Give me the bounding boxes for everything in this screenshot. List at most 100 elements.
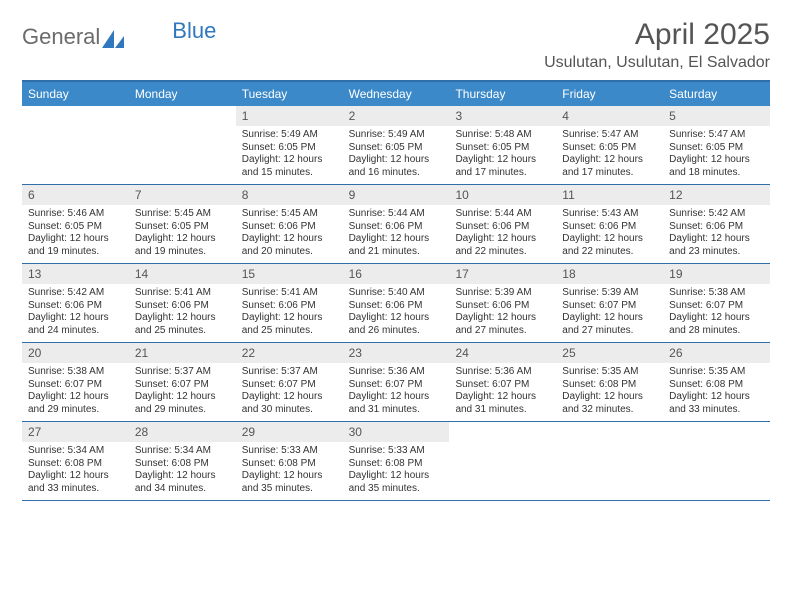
sunset-text: Sunset: 6:06 PM [242,221,337,234]
sunrise-text: Sunrise: 5:47 AM [562,129,657,142]
daylight-text: Daylight: 12 hours and 25 minutes. [242,312,337,337]
day-details: Sunrise: 5:48 AMSunset: 6:05 PMDaylight:… [449,126,556,183]
daylight-text: Daylight: 12 hours and 32 minutes. [562,391,657,416]
day-number: 17 [449,264,556,284]
daylight-text: Daylight: 12 hours and 34 minutes. [135,470,230,495]
day-cell: . [22,106,129,184]
day-details: Sunrise: 5:36 AMSunset: 6:07 PMDaylight:… [343,363,450,420]
day-details: Sunrise: 5:45 AMSunset: 6:05 PMDaylight:… [129,205,236,262]
day-details: Sunrise: 5:49 AMSunset: 6:05 PMDaylight:… [236,126,343,183]
day-cell: 6Sunrise: 5:46 AMSunset: 6:05 PMDaylight… [22,185,129,263]
daylight-text: Daylight: 12 hours and 33 minutes. [669,391,764,416]
day-details: Sunrise: 5:33 AMSunset: 6:08 PMDaylight:… [236,442,343,499]
day-cell: 14Sunrise: 5:41 AMSunset: 6:06 PMDayligh… [129,264,236,342]
sunset-text: Sunset: 6:05 PM [242,142,337,155]
day-cell: 29Sunrise: 5:33 AMSunset: 6:08 PMDayligh… [236,422,343,500]
weekday-header: Sunday [22,82,129,106]
weekday-header: Tuesday [236,82,343,106]
day-number: 30 [343,422,450,442]
day-cell: 17Sunrise: 5:39 AMSunset: 6:06 PMDayligh… [449,264,556,342]
day-cell: 1Sunrise: 5:49 AMSunset: 6:05 PMDaylight… [236,106,343,184]
day-number: 29 [236,422,343,442]
day-number: 7 [129,185,236,205]
day-number: 10 [449,185,556,205]
day-number: 18 [556,264,663,284]
day-cell: . [449,422,556,500]
sunrise-text: Sunrise: 5:43 AM [562,208,657,221]
day-cell: 4Sunrise: 5:47 AMSunset: 6:05 PMDaylight… [556,106,663,184]
day-cell: 12 Sunrise: 5:42 AMSunset: 6:06 PMDayligh… [663,185,770,263]
sunset-text: Sunset: 6:06 PM [669,221,764,234]
daylight-text: Daylight: 12 hours and 17 minutes. [562,154,657,179]
sunset-text: Sunset: 6:06 PM [242,300,337,313]
day-cell: 28Sunrise: 5:34 AMSunset: 6:08 PMDayligh… [129,422,236,500]
sunrise-text: Sunrise: 5:36 AM [349,366,444,379]
sunset-text: Sunset: 6:06 PM [349,221,444,234]
day-cell: 8Sunrise: 5:45 AMSunset: 6:06 PMDaylight… [236,185,343,263]
week-row: 20Sunrise: 5:38 AMSunset: 6:07 PMDayligh… [22,343,770,422]
day-number: 13 [22,264,129,284]
daylight-text: Daylight: 12 hours and 16 minutes. [349,154,444,179]
daylight-text: Daylight: 12 hours and 24 minutes. [28,312,123,337]
daylight-text: Daylight: 12 hours and 29 minutes. [28,391,123,416]
weekday-header: Friday [556,82,663,106]
day-cell: 10Sunrise: 5:44 AMSunset: 6:06 PMDayligh… [449,185,556,263]
day-details: Sunrise: 5:36 AMSunset: 6:07 PMDaylight:… [449,363,556,420]
weekday-header: Thursday [449,82,556,106]
header: General Blue April 2025 Usulutan, Usulut… [22,18,770,72]
day-number: 21 [129,343,236,363]
day-number: 27 [22,422,129,442]
sunrise-text: Sunrise: 5:39 AM [455,287,550,300]
day-details: Sunrise: 5:47 AMSunset: 6:05 PMDaylight:… [556,126,663,183]
sunset-text: Sunset: 6:06 PM [455,300,550,313]
day-cell: 16Sunrise: 5:40 AMSunset: 6:06 PMDayligh… [343,264,450,342]
day-details: Sunrise: 5:41 AMSunset: 6:06 PMDaylight:… [129,284,236,341]
sunrise-text: Sunrise: 5:36 AM [455,366,550,379]
day-details: Sunrise: 5:35 AMSunset: 6:08 PMDaylight:… [663,363,770,420]
week-row: ..1Sunrise: 5:49 AMSunset: 6:05 PMDaylig… [22,106,770,185]
day-number: 1 [236,106,343,126]
day-number: 9 [343,185,450,205]
brand-logo: General Blue [22,18,216,50]
day-number: 24 [449,343,556,363]
day-cell: 23Sunrise: 5:36 AMSunset: 6:07 PMDayligh… [343,343,450,421]
day-details: Sunrise: 5:35 AMSunset: 6:08 PMDaylight:… [556,363,663,420]
calendar: Sunday Monday Tuesday Wednesday Thursday… [22,80,770,501]
day-cell: 9Sunrise: 5:44 AMSunset: 6:06 PMDaylight… [343,185,450,263]
day-cell: 21Sunrise: 5:37 AMSunset: 6:07 PMDayligh… [129,343,236,421]
sunset-text: Sunset: 6:06 PM [349,300,444,313]
daylight-text: Daylight: 12 hours and 15 minutes. [242,154,337,179]
sunrise-text: Sunrise: 5:42 AM [669,208,764,221]
daylight-text: Daylight: 12 hours and 18 minutes. [669,154,764,179]
day-cell: 20Sunrise: 5:38 AMSunset: 6:07 PMDayligh… [22,343,129,421]
sunrise-text: Sunrise: 5:35 AM [669,366,764,379]
day-number: 28 [129,422,236,442]
daylight-text: Daylight: 12 hours and 35 minutes. [242,470,337,495]
daylight-text: Daylight: 12 hours and 19 minutes. [28,233,123,258]
day-details: Sunrise: 5:39 AMSunset: 6:06 PMDaylight:… [449,284,556,341]
day-details: Sunrise: 5:46 AMSunset: 6:05 PMDaylight:… [22,205,129,262]
sunset-text: Sunset: 6:07 PM [135,379,230,392]
daylight-text: Daylight: 12 hours and 23 minutes. [669,233,764,258]
day-cell: 22Sunrise: 5:37 AMSunset: 6:07 PMDayligh… [236,343,343,421]
daylight-text: Daylight: 12 hours and 33 minutes. [28,470,123,495]
month-title: April 2025 [544,18,770,52]
day-details: Sunrise: 5:38 AMSunset: 6:07 PMDaylight:… [663,284,770,341]
sunrise-text: Sunrise: 5:41 AM [135,287,230,300]
sunrise-text: Sunrise: 5:44 AM [455,208,550,221]
weekday-header: Monday [129,82,236,106]
day-number: 8 [236,185,343,205]
weekday-header: Wednesday [343,82,450,106]
sunrise-text: Sunrise: 5:44 AM [349,208,444,221]
day-details: Sunrise: 5:34 AMSunset: 6:08 PMDaylight:… [129,442,236,499]
sunrise-text: Sunrise: 5:39 AM [562,287,657,300]
day-details: Sunrise: 5:37 AMSunset: 6:07 PMDaylight:… [129,363,236,420]
sail-icon [102,28,124,46]
day-cell: 19Sunrise: 5:38 AMSunset: 6:07 PMDayligh… [663,264,770,342]
daylight-text: Daylight: 12 hours and 31 minutes. [349,391,444,416]
day-number: 12 [663,185,770,205]
sunrise-text: Sunrise: 5:45 AM [242,208,337,221]
sunset-text: Sunset: 6:05 PM [135,221,230,234]
sunrise-text: Sunrise: 5:48 AM [455,129,550,142]
day-number: 2 [343,106,450,126]
